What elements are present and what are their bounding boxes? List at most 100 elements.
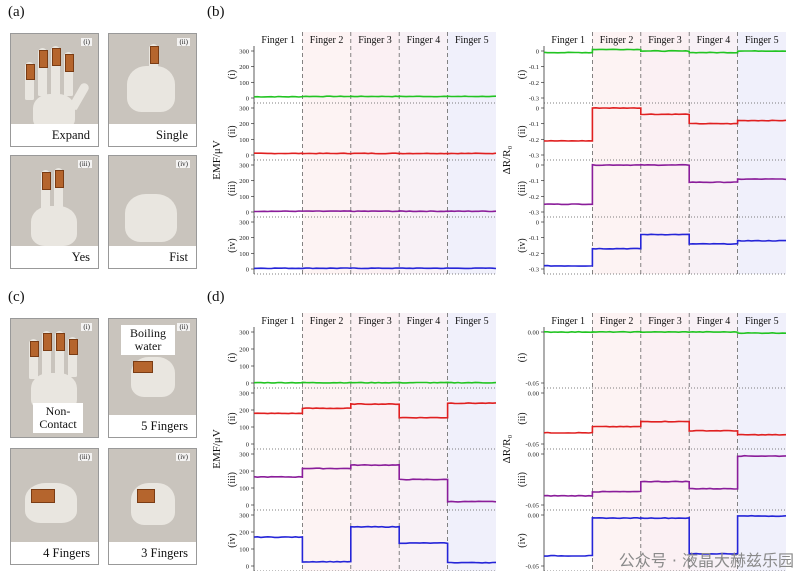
series-line-i <box>543 48 787 54</box>
y-tick-label: 200 <box>239 235 249 242</box>
chart-b-resistance: Finger 1 Finger 2 Finger 3 Finger 4 Finger 5… <box>501 32 787 275</box>
y-axis-label: EMF/μV <box>211 140 223 180</box>
section-shade <box>689 32 738 274</box>
series-line-i <box>253 381 497 384</box>
section-label: Finger 5 <box>745 316 779 327</box>
y-tick-label: -0.2 <box>529 137 539 144</box>
y-tick-label: 200 <box>239 408 249 415</box>
y-tick-label: 100 <box>239 486 249 493</box>
series-line-iv <box>253 525 497 564</box>
series-line-ii <box>254 152 497 155</box>
y-tick-label: 200 <box>239 530 249 537</box>
y-tick-label: 300 <box>239 330 249 337</box>
y-tick-label: 0.00 <box>528 513 539 520</box>
y-axis-label: ΔR/R₀ <box>501 146 513 175</box>
photo-caption: 5 Fingers <box>109 415 196 437</box>
section-label: Finger 1 <box>261 35 295 46</box>
row-label: (iv) <box>517 238 528 252</box>
y-tick-label: -0.2 <box>529 194 539 201</box>
chart-d-resistance: Finger 1 Finger 2 Finger 3 Finger 4 Finger 5… <box>501 313 787 571</box>
row-label: (iv) <box>517 533 528 547</box>
photo-number: (i) <box>81 323 92 331</box>
y-tick-label: 300 <box>239 513 249 520</box>
series-line-iii <box>253 463 497 503</box>
y-tick-label: 100 <box>239 137 249 144</box>
section-label: Finger 5 <box>745 35 779 46</box>
y-tick-label: -0.2 <box>529 251 539 258</box>
photo-caption: 4 Fingers <box>11 542 98 564</box>
y-tick-label: 300 <box>239 163 249 170</box>
section-shade <box>544 32 593 274</box>
y-tick-label: 0 <box>246 96 249 103</box>
row-label: (iv) <box>227 533 238 547</box>
y-tick-label: -0.3 <box>529 96 539 103</box>
photo-single: (ii) Single <box>108 33 197 147</box>
y-tick-label: 300 <box>239 452 249 459</box>
row-label: (ii) <box>517 125 528 137</box>
photo-number: (ii) <box>177 38 190 46</box>
panel-label-a: (a) <box>8 4 25 20</box>
row-label: (i) <box>227 353 238 362</box>
series-line-iii <box>543 163 787 206</box>
y-tick-label: 0 <box>536 163 539 170</box>
panel-label-c: (c) <box>8 289 25 305</box>
y-axis-label: ΔR/R₀ <box>501 435 513 464</box>
row-label: (iv) <box>227 238 238 252</box>
photo-number: (iv) <box>175 160 190 168</box>
y-axis-label: EMF/μV <box>211 429 223 469</box>
row-label: (iii) <box>517 181 528 196</box>
section-label: Finger 3 <box>358 316 392 327</box>
section-label: Finger 2 <box>600 316 634 327</box>
y-tick-label: 0 <box>246 564 249 571</box>
series-line-i <box>544 330 787 335</box>
y-tick-label: 100 <box>239 251 249 258</box>
y-tick-label: 200 <box>239 469 249 476</box>
y-tick-label: 0 <box>246 210 249 217</box>
y-tick-label: 0 <box>246 153 249 160</box>
y-tick-label: 0.00 <box>528 391 539 398</box>
row-label: (i) <box>227 70 238 79</box>
y-tick-label: -0.3 <box>529 267 539 274</box>
photo-yes: (iii) Yes <box>10 155 99 269</box>
photo-caption: 3 Fingers <box>109 542 196 564</box>
section-shade <box>592 313 641 571</box>
section-shade <box>640 313 690 571</box>
row-label: (iii) <box>517 472 528 487</box>
y-tick-label: 0 <box>536 49 539 56</box>
section-label: Finger 1 <box>261 316 295 327</box>
y-tick-label: -0.2 <box>529 80 539 87</box>
photo-expand: (i) Expand <box>10 33 99 147</box>
panel-label-d: (d) <box>207 289 225 305</box>
row-label: (i) <box>517 70 528 79</box>
y-tick-label: 0.00 <box>528 330 539 337</box>
section-shade <box>640 32 690 274</box>
photo-number: (iii) <box>77 160 92 168</box>
series-line-ii <box>253 402 497 419</box>
y-tick-label: -0.1 <box>529 64 539 71</box>
section-shade <box>689 313 738 571</box>
series-line-iv <box>543 233 786 267</box>
photo-4-fingers: (iii) 4 Fingers <box>10 448 99 565</box>
section-shade <box>254 313 303 571</box>
chart-d-emf: Finger 1 Finger 2 Finger 3 Finger 4 Finger 5… <box>211 313 497 571</box>
y-tick-label: -0.3 <box>529 210 539 217</box>
y-tick-label: 0 <box>246 381 249 388</box>
y-tick-label: 100 <box>239 80 249 87</box>
photo-fist: (iv) Fist <box>108 155 197 269</box>
photo-caption: Expand <box>11 124 98 146</box>
series-line-i <box>253 95 497 98</box>
y-tick-label: -0.1 <box>529 235 539 242</box>
y-tick-label: 300 <box>239 49 249 56</box>
section-shade <box>302 313 351 571</box>
row-label: (iii) <box>227 181 238 196</box>
section-shade <box>592 32 641 274</box>
section-label: Finger 4 <box>697 316 731 327</box>
series-line-iv <box>544 514 787 557</box>
section-label: Finger 3 <box>648 316 682 327</box>
photo-number: (iv) <box>175 453 190 461</box>
row-label: (ii) <box>517 412 528 424</box>
series-line-iv <box>253 267 497 270</box>
row-label: (ii) <box>227 412 238 424</box>
section-shade <box>544 313 593 571</box>
section-shade <box>399 313 448 571</box>
